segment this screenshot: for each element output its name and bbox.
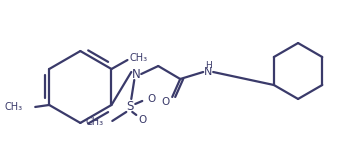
- Text: CH₃: CH₃: [85, 117, 103, 127]
- Text: CH₃: CH₃: [130, 53, 147, 63]
- Text: H: H: [205, 61, 211, 69]
- Text: O: O: [161, 97, 169, 107]
- Text: O: O: [147, 94, 155, 104]
- Text: CH₃: CH₃: [4, 102, 22, 112]
- Text: O: O: [138, 115, 146, 125]
- Text: S: S: [127, 100, 134, 114]
- Text: N: N: [204, 67, 212, 77]
- Text: N: N: [132, 68, 141, 80]
